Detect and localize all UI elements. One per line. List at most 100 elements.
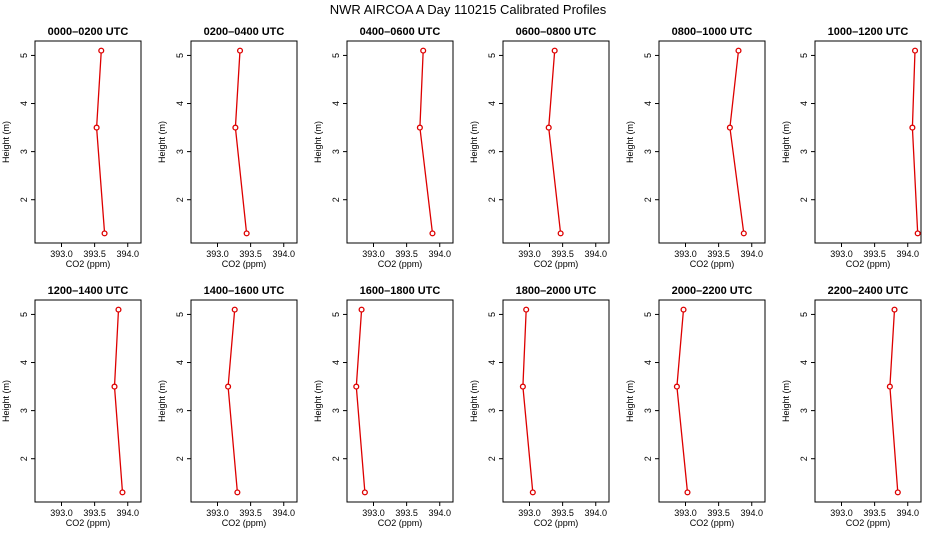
x-axis-label: CO2 (ppm) (222, 518, 267, 528)
plot-frame (658, 40, 766, 244)
y-tick-label: 5 (487, 312, 497, 317)
y-axis-label: Height (m) (157, 121, 167, 163)
profile-point (673, 383, 680, 390)
profile-point (911, 47, 919, 54)
panel-3: 0400–0600 UTC 393.0 393.5 394.0 2 3 4 5 CO2 (ppm… (313, 26, 454, 269)
y-tick-label: 5 (799, 312, 809, 317)
y-tick-label: 4 (643, 360, 653, 365)
y-axis-label: Height (m) (313, 380, 323, 422)
profile-point (551, 47, 558, 54)
y-axis-label: Height (m) (781, 380, 791, 422)
profile-point (545, 124, 552, 131)
profile-point (740, 230, 747, 237)
profile-point (111, 383, 118, 390)
x-axis-label: CO2 (ppm) (690, 518, 735, 528)
y-tick-label: 3 (19, 149, 29, 154)
y-tick-label: 3 (175, 149, 185, 154)
plot-frame (502, 299, 610, 503)
x-tick-label: 394.0 (584, 508, 607, 518)
profile-point (557, 230, 564, 237)
y-tick-label: 3 (19, 408, 29, 413)
y-tick-label: 5 (799, 53, 809, 58)
y-tick-label: 3 (799, 408, 809, 413)
plot-frame (346, 40, 454, 244)
x-tick-label: 394.0 (116, 249, 139, 259)
y-tick-label: 2 (331, 456, 341, 461)
profile-point (232, 124, 239, 131)
x-tick-label: 393.5 (707, 508, 730, 518)
plot-frame (814, 299, 922, 503)
x-axis-label: CO2 (ppm) (846, 259, 891, 269)
x-tick-label: 393.5 (239, 249, 262, 259)
y-tick-label: 4 (19, 360, 29, 365)
x-tick-label: 393.0 (674, 508, 697, 518)
profile-line (227, 309, 239, 493)
profile-point (894, 489, 901, 496)
y-tick-label: 2 (643, 197, 653, 202)
y-tick-label: 3 (799, 149, 809, 154)
y-tick-label: 2 (19, 197, 29, 202)
panel-title: 2200–2400 UTC (828, 285, 909, 297)
plot-frame (502, 40, 610, 244)
y-tick-label: 4 (19, 101, 29, 106)
x-tick-label: 394.0 (272, 508, 295, 518)
y-tick-label: 3 (487, 149, 497, 154)
panel-title: 0800–1000 UTC (672, 26, 753, 38)
x-tick-label: 393.0 (518, 249, 541, 259)
panel-title: 0600–0800 UTC (516, 26, 597, 38)
panel-12: 2200–2400 UTC 393.0 393.5 394.0 2 3 4 5 CO2 (ppm… (781, 285, 922, 528)
profile-point (416, 124, 423, 131)
x-axis-label: CO2 (ppm) (222, 259, 267, 269)
x-axis-label: CO2 (ppm) (66, 259, 111, 269)
profile-line (234, 50, 248, 234)
profile-line (113, 309, 124, 493)
profile-point (909, 124, 916, 131)
x-tick-label: 394.0 (272, 249, 295, 259)
profile-line (522, 309, 534, 493)
y-tick-label: 2 (799, 456, 809, 461)
plot-frame (814, 40, 922, 244)
profile-point (243, 230, 250, 237)
y-axis-label: Height (m) (625, 121, 635, 163)
panel-title: 1600–1800 UTC (360, 285, 441, 297)
y-tick-label: 4 (487, 101, 497, 106)
panel-6: 1000–1200 UTC 393.0 393.5 394.0 2 3 4 5 CO2 (ppm… (781, 26, 922, 269)
profile-point (93, 124, 100, 131)
plot-frame (190, 299, 298, 503)
y-tick-label: 5 (19, 312, 29, 317)
profile-point (529, 489, 536, 496)
x-tick-label: 393.5 (395, 249, 418, 259)
x-tick-label: 393.0 (206, 249, 229, 259)
profile-point (358, 306, 365, 313)
y-tick-label: 4 (799, 360, 809, 365)
y-tick-label: 4 (175, 101, 185, 106)
plot-frame (658, 299, 766, 503)
y-tick-label: 5 (175, 53, 185, 58)
plot-frame (190, 40, 298, 244)
profile-point (680, 306, 687, 313)
y-tick-label: 4 (331, 101, 341, 106)
y-tick-label: 2 (175, 456, 185, 461)
y-axis-label: Height (m) (781, 121, 791, 163)
x-tick-label: 393.5 (863, 249, 886, 259)
x-tick-label: 393.0 (830, 249, 853, 259)
profile-point (361, 489, 368, 496)
y-axis-label: Height (m) (1, 380, 11, 422)
profile-point (225, 383, 232, 390)
panel-10: 1800–2000 UTC 393.0 393.5 394.0 2 3 4 5 CO2 (ppm… (469, 285, 610, 528)
x-tick-label: 394.0 (116, 508, 139, 518)
x-axis-label: CO2 (ppm) (378, 518, 423, 528)
x-tick-label: 393.5 (83, 249, 106, 259)
panel-8: 1400–1600 UTC 393.0 393.5 394.0 2 3 4 5 CO2 (ppm… (157, 285, 298, 528)
y-tick-label: 3 (643, 408, 653, 413)
y-tick-label: 4 (331, 360, 341, 365)
profile-line (355, 309, 366, 493)
x-tick-label: 394.0 (896, 249, 919, 259)
y-tick-label: 3 (643, 149, 653, 154)
panel-title: 0400–0600 UTC (360, 26, 441, 38)
panel-title: 2000–2200 UTC (672, 285, 753, 297)
y-tick-label: 4 (487, 360, 497, 365)
panel-9: 1600–1800 UTC 393.0 393.5 394.0 2 3 4 5 CO2 (ppm… (313, 285, 454, 528)
y-tick-label: 2 (799, 197, 809, 202)
panel-title: 0000–0200 UTC (48, 26, 129, 38)
